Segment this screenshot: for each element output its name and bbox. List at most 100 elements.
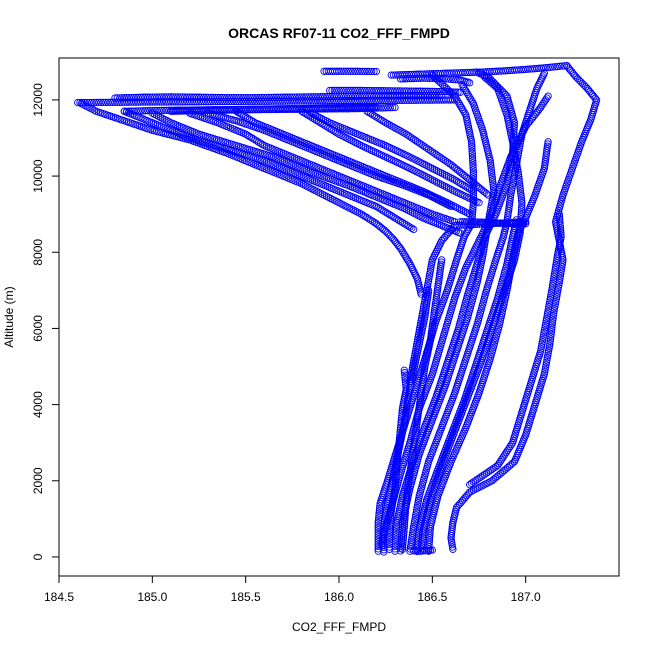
- data-point: [374, 547, 382, 555]
- data-point: [468, 145, 476, 153]
- data-point: [400, 250, 408, 258]
- data-point: [490, 464, 498, 472]
- data-point: [204, 98, 212, 106]
- series-8: [417, 73, 526, 555]
- data-point: [307, 109, 315, 117]
- data-point: [407, 540, 415, 549]
- data-point: [393, 215, 401, 223]
- data-point: [245, 132, 254, 141]
- x-tick-label: 186.5: [417, 590, 447, 604]
- data-point: [181, 98, 189, 106]
- data-point: [494, 461, 502, 470]
- data-point: [424, 277, 433, 285]
- data-point: [500, 452, 508, 460]
- data-point: [548, 325, 556, 334]
- series-20: [204, 109, 455, 211]
- data-point: [543, 310, 552, 318]
- y-tick-label: 8000: [31, 239, 45, 266]
- data-point: [489, 178, 497, 186]
- data-point: [546, 335, 555, 343]
- data-point: [383, 209, 392, 218]
- data-point: [319, 115, 328, 124]
- data-point: [469, 203, 477, 212]
- data-point: [543, 94, 551, 102]
- data-point: [469, 478, 478, 486]
- data-point: [551, 266, 559, 274]
- data-point: [258, 140, 267, 149]
- data-point: [468, 147, 476, 155]
- data-point: [469, 166, 477, 174]
- data-point: [85, 98, 93, 107]
- data-point: [542, 361, 550, 369]
- data-point: [536, 103, 545, 112]
- data-point: [422, 173, 430, 181]
- data-point: [367, 216, 375, 224]
- data-point: [466, 94, 474, 102]
- data-point: [139, 98, 147, 106]
- data-point: [99, 98, 107, 107]
- data-point: [88, 98, 96, 107]
- data-point: [515, 180, 524, 188]
- data-point: [468, 213, 476, 221]
- data-point: [432, 150, 440, 159]
- data-point: [462, 183, 470, 191]
- data-point: [197, 98, 205, 106]
- data-point: [120, 98, 128, 106]
- data-point: [111, 98, 119, 106]
- series-25: [326, 86, 464, 96]
- x-tick-label: 187.0: [511, 590, 541, 604]
- data-point: [195, 98, 203, 106]
- data-point: [109, 98, 117, 106]
- data-point: [543, 356, 551, 364]
- data-point: [408, 134, 416, 142]
- data-point: [405, 258, 413, 266]
- data-point: [406, 260, 414, 268]
- data-point: [445, 159, 453, 168]
- data-point: [95, 98, 103, 107]
- series-13: [120, 107, 418, 234]
- data-point: [404, 131, 412, 140]
- data-point: [255, 138, 263, 146]
- data-point: [90, 98, 98, 107]
- data-point: [380, 117, 388, 126]
- data-point: [410, 267, 418, 275]
- data-point: [74, 98, 82, 107]
- data-point: [548, 284, 556, 292]
- data-point: [374, 114, 382, 122]
- data-point: [467, 186, 476, 194]
- data-point: [368, 217, 377, 225]
- data-point: [469, 159, 477, 167]
- data-point: [102, 98, 110, 107]
- data-point: [385, 210, 394, 219]
- data-point: [469, 100, 478, 108]
- data-point: [359, 211, 367, 220]
- data-point: [517, 194, 526, 202]
- data-point: [415, 139, 423, 147]
- data-point: [387, 212, 395, 220]
- data-point: [403, 256, 412, 264]
- data-point: [410, 135, 418, 143]
- data-point: [436, 153, 444, 161]
- x-axis-label: CO2_FFF_FMPD: [292, 620, 386, 634]
- data-point: [363, 214, 371, 222]
- data-point: [380, 207, 388, 215]
- data-point: [413, 138, 422, 146]
- data-point: [374, 533, 382, 541]
- data-point: [193, 98, 201, 106]
- data-point: [475, 474, 483, 482]
- data-point: [83, 98, 91, 107]
- data-point: [517, 208, 526, 216]
- data-point: [461, 208, 470, 216]
- data-point: [426, 192, 435, 200]
- data-point: [487, 166, 495, 174]
- data-point: [202, 98, 210, 106]
- data-point: [395, 216, 403, 224]
- data-point: [402, 221, 410, 229]
- data-point: [374, 204, 382, 212]
- data-point: [432, 178, 441, 186]
- data-point: [249, 135, 257, 143]
- data-point: [333, 129, 341, 137]
- data-point: [443, 158, 451, 166]
- data-point: [406, 223, 414, 231]
- data-point: [539, 331, 548, 339]
